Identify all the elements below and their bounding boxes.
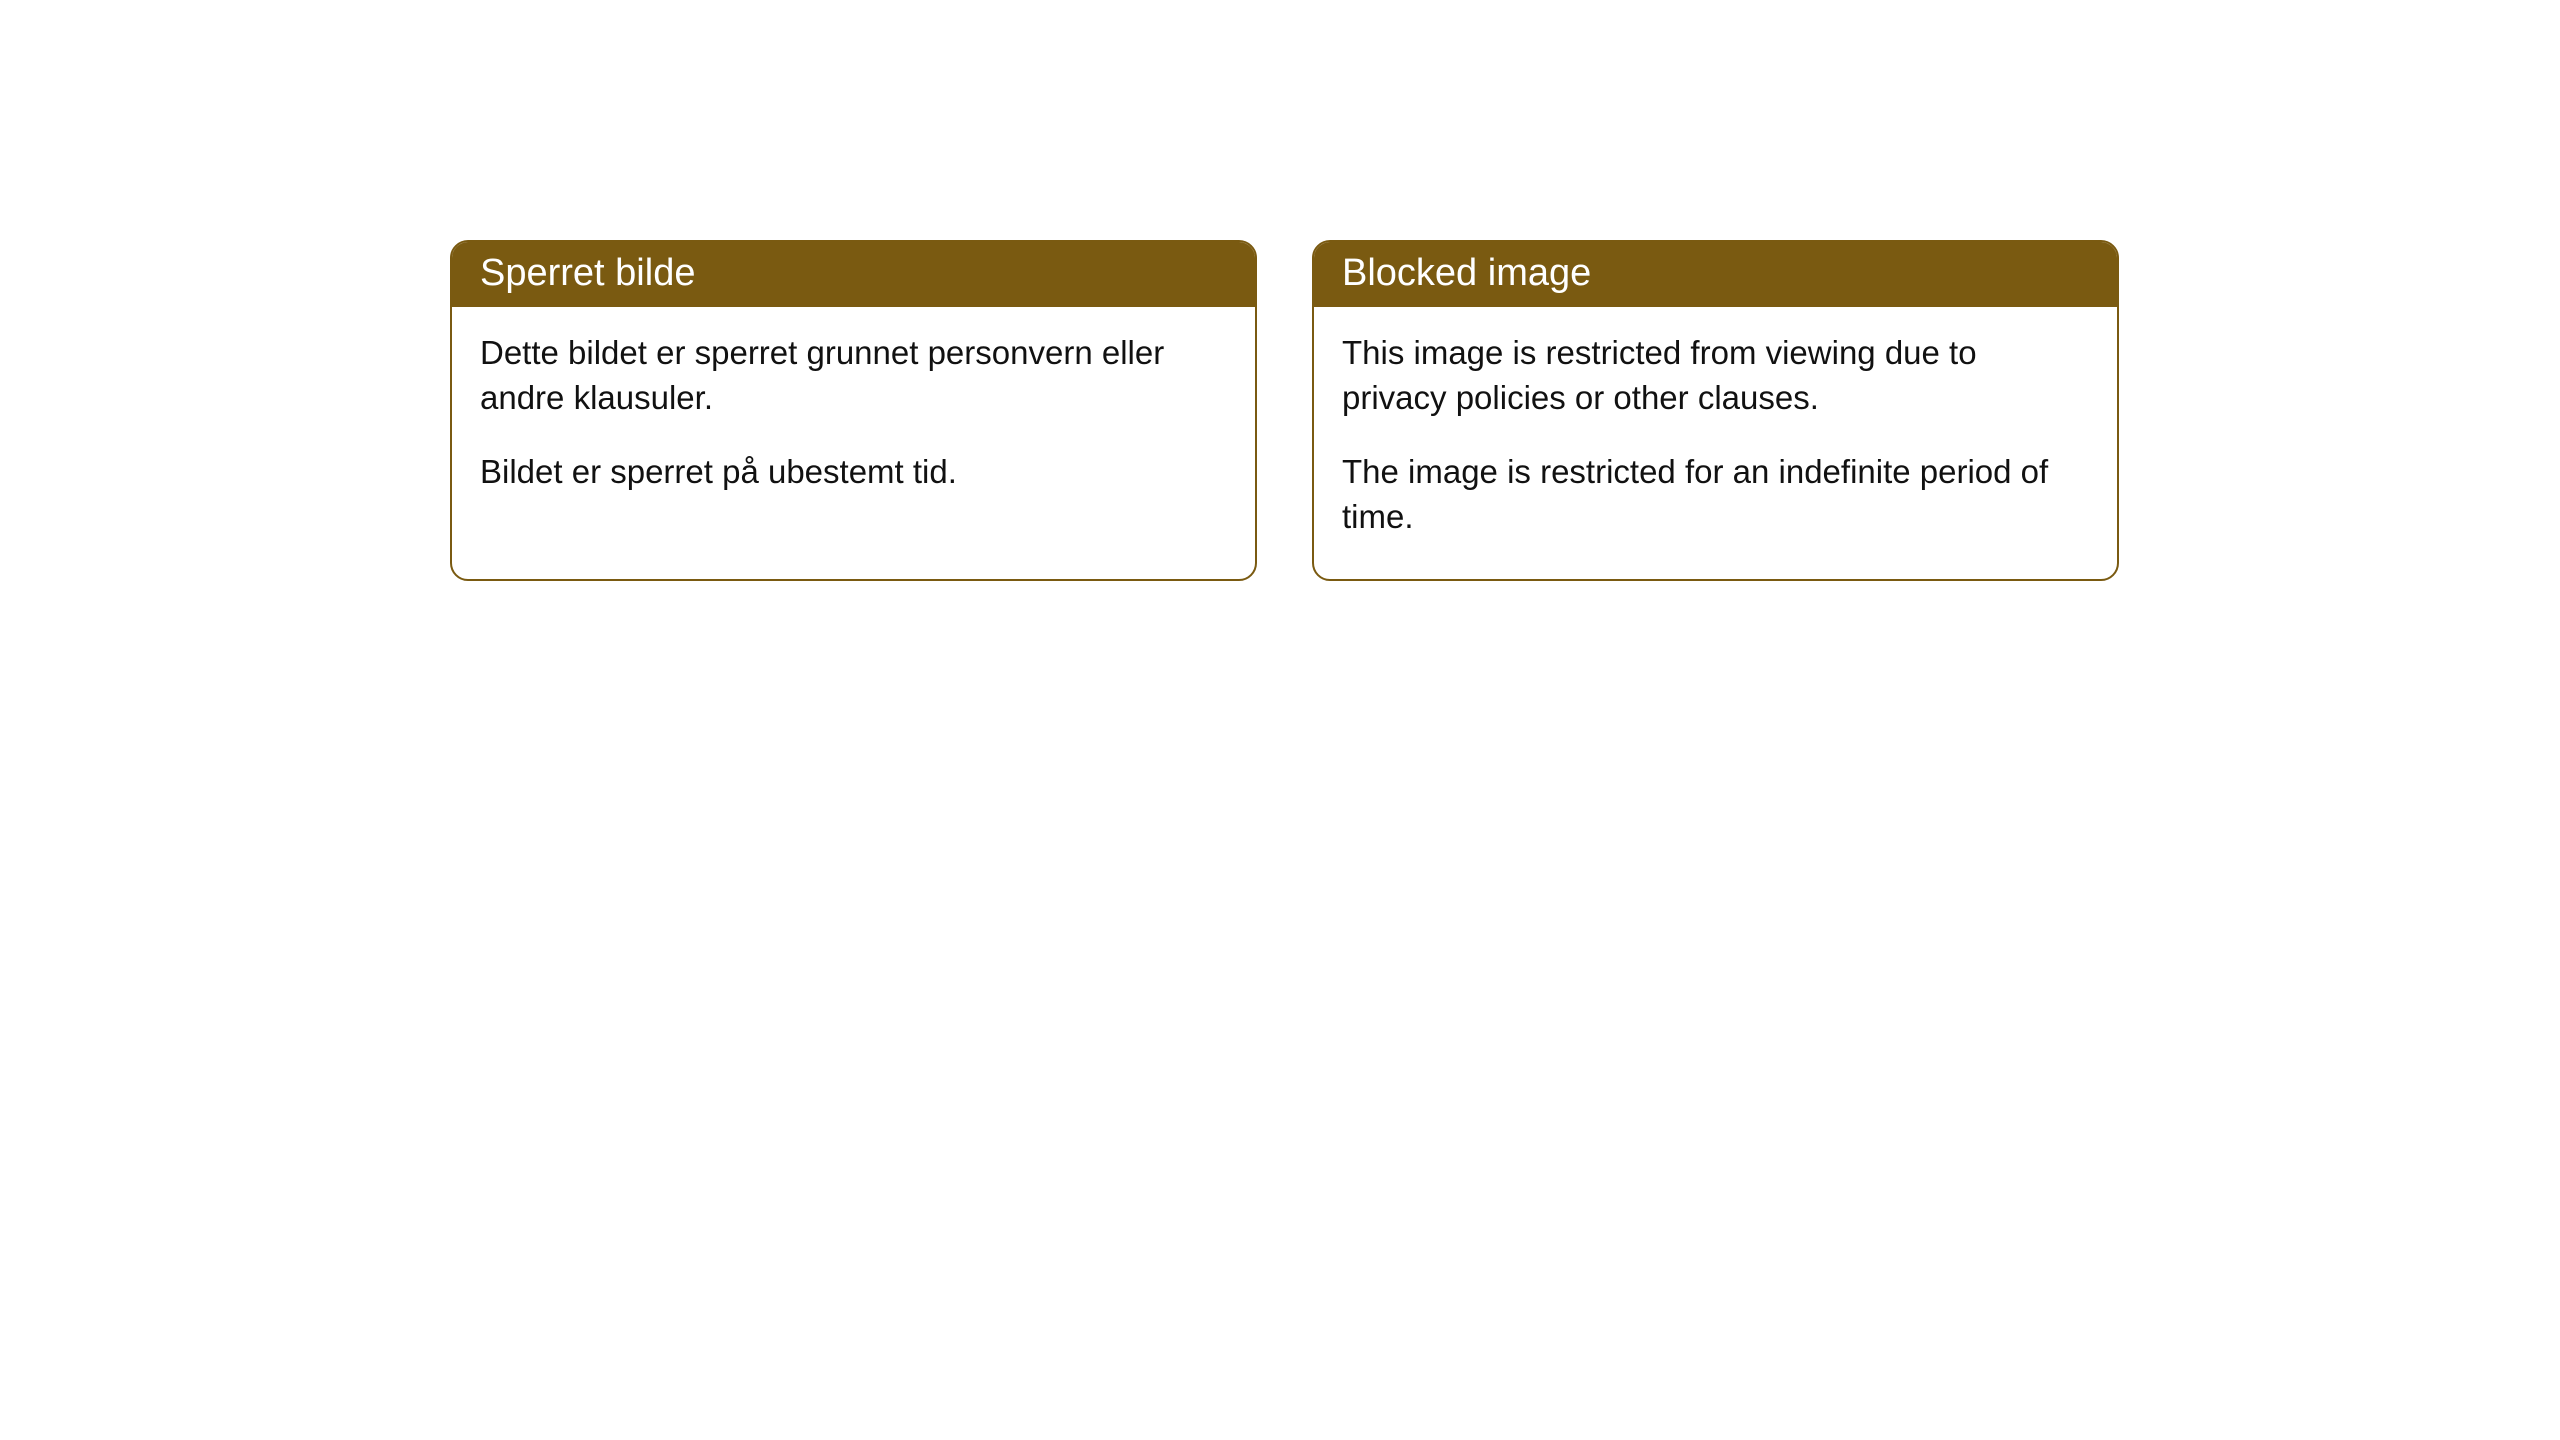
card-para1-no: Dette bildet er sperret grunnet personve… (480, 331, 1227, 420)
notice-cards-container: Sperret bilde Dette bildet er sperret gr… (450, 240, 2119, 581)
card-para1-en: This image is restricted from viewing du… (1342, 331, 2089, 420)
blocked-image-card-no: Sperret bilde Dette bildet er sperret gr… (450, 240, 1257, 581)
card-body-no: Dette bildet er sperret grunnet personve… (452, 307, 1255, 535)
card-para2-en: The image is restricted for an indefinit… (1342, 450, 2089, 539)
card-body-en: This image is restricted from viewing du… (1314, 307, 2117, 579)
card-header-no: Sperret bilde (452, 242, 1255, 307)
card-header-en: Blocked image (1314, 242, 2117, 307)
card-title-no: Sperret bilde (480, 252, 695, 294)
blocked-image-card-en: Blocked image This image is restricted f… (1312, 240, 2119, 581)
card-para2-no: Bildet er sperret på ubestemt tid. (480, 450, 1227, 495)
card-title-en: Blocked image (1342, 252, 1591, 294)
